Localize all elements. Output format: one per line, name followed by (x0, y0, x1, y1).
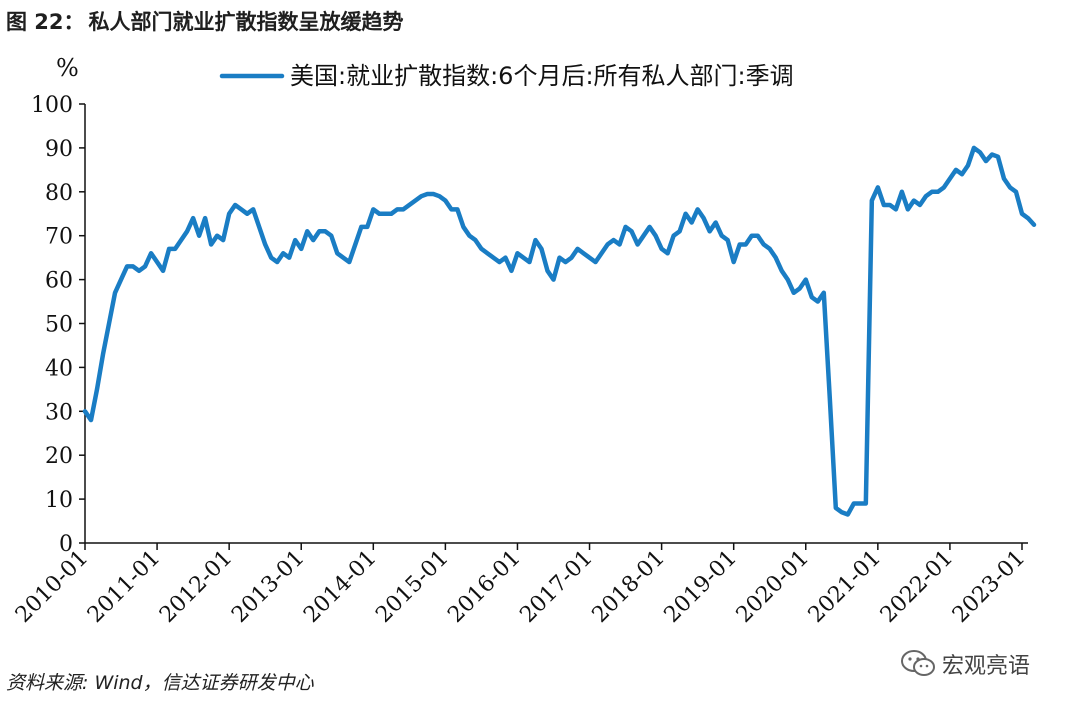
x-tick-label: 2012-01 (155, 546, 237, 628)
figure-number: 图 22： (6, 10, 85, 34)
x-tick-label: 2019-01 (660, 546, 742, 628)
wechat-icon (901, 650, 935, 676)
x-tick-label: 2023-01 (948, 546, 1030, 628)
x-tick-label: 2015-01 (371, 546, 453, 628)
y-tick-label: 80 (45, 181, 73, 206)
series-layer (82, 145, 1037, 517)
x-tick-label: 2013-01 (227, 546, 309, 628)
y-tick-label: 60 (45, 269, 73, 294)
x-tick-label: 2017-01 (515, 546, 597, 628)
y-tick-label: 0 (59, 532, 73, 557)
legend-label: 美国:就业扩散指数:6个月后:所有私人部门:季调 (290, 62, 794, 90)
figure-title: 图 22： 私人部门就业扩散指数呈放缓趋势 (6, 6, 404, 36)
series-line (82, 145, 1037, 517)
x-tick-label: 2020-01 (732, 546, 814, 628)
watermark-text: 宏观亮语 (942, 654, 1031, 679)
x-tick-label: 2018-01 (588, 546, 670, 628)
x-tick-label: 2021-01 (804, 546, 886, 628)
source-note: 资料来源: Wind，信达证券研发中心 (6, 672, 314, 694)
y-axis: 0 10 20 30 40 50 60 70 80 90 100 (31, 93, 86, 557)
x-tick-label: 2022-01 (876, 546, 958, 628)
watermark: 宏观亮语 (900, 648, 1030, 680)
y-tick-label: 40 (45, 356, 73, 381)
x-tick-label: 2016-01 (443, 546, 525, 628)
legend: 美国:就业扩散指数:6个月后:所有私人部门:季调 (219, 62, 794, 90)
y-tick-label: 70 (45, 225, 73, 250)
y-tick-label: 20 (45, 444, 73, 469)
y-tick-label: 50 (45, 313, 73, 338)
x-axis: 2010-012011-012012-012013-012014-012015-… (11, 542, 1030, 628)
figure-title-text: 私人部门就业扩散指数呈放缓趋势 (88, 10, 404, 34)
y-tick-label: 100 (31, 93, 73, 118)
y-tick-label: 30 (45, 400, 73, 425)
y-tick-label: 10 (45, 488, 73, 513)
x-tick-label: 2010-01 (11, 546, 93, 628)
x-tick-label: 2011-01 (83, 546, 165, 628)
y-tick-label: 90 (45, 137, 73, 162)
x-tick-label: 2014-01 (299, 546, 381, 628)
y-axis-unit: % (56, 54, 79, 82)
